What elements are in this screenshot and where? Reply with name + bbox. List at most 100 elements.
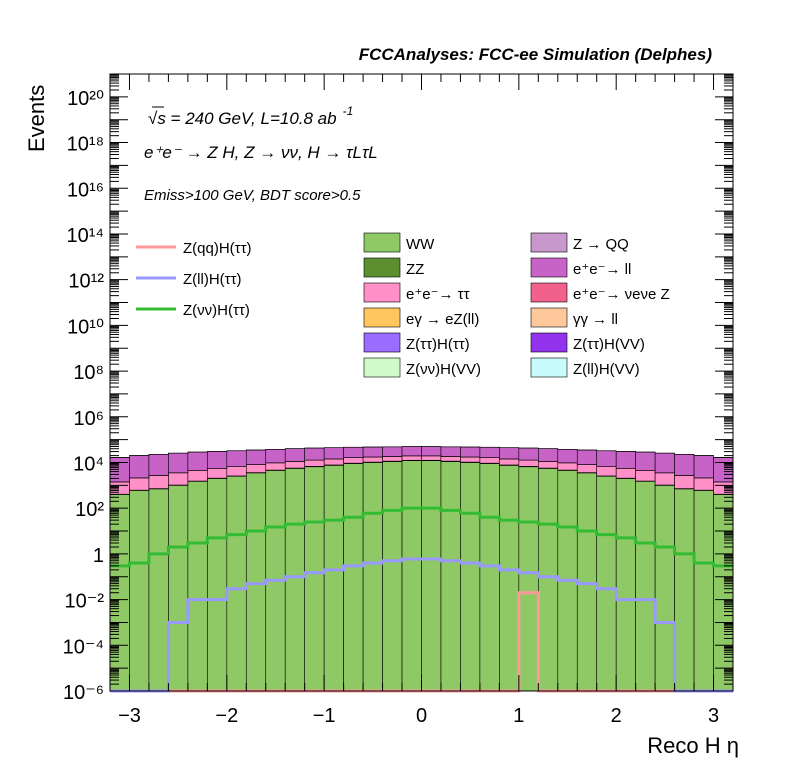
x-tick-label: 3	[708, 705, 719, 727]
stack-bar	[576, 464, 598, 473]
stack-bar	[654, 452, 675, 474]
legend-swatch	[530, 282, 568, 303]
stack-bar	[207, 451, 228, 469]
stack-series-6	[109, 446, 734, 458]
stack-bar	[323, 465, 344, 692]
stack-bar	[635, 470, 656, 482]
x-tick-label: 1	[513, 705, 524, 727]
stack-bar	[538, 461, 559, 469]
stack-bar	[518, 447, 539, 461]
y-tick-label: 10¹⁶	[67, 179, 104, 201]
stack-bar	[674, 488, 695, 692]
stack-bar	[421, 460, 442, 692]
stack-bar	[343, 446, 364, 458]
legend-entry-label: Z(ττ)H(ττ)	[406, 336, 470, 353]
legend-swatch	[363, 332, 401, 353]
stack-bar	[401, 446, 422, 457]
stack-bar	[226, 475, 247, 692]
stack-bar	[440, 456, 461, 462]
stack-bar	[382, 461, 403, 692]
stack-bar	[557, 462, 578, 471]
legend-swatch	[363, 232, 401, 253]
stack-bar	[382, 446, 403, 457]
stack-bar	[168, 472, 189, 486]
stack-bar	[284, 461, 305, 469]
stack-bar	[499, 465, 520, 692]
stack-bar	[148, 475, 169, 489]
stack-bar	[421, 455, 442, 461]
line-series-1	[110, 557, 733, 693]
y-tick-label: 10⁶	[74, 408, 104, 430]
y-tick-label: 10⁴	[73, 453, 104, 475]
stack-bar	[518, 459, 539, 467]
legend-entry-label: e⁺e⁻→ νeνe Z	[573, 286, 670, 303]
legend-swatch	[530, 332, 568, 353]
y-tick-label: 10²	[75, 499, 104, 521]
y-tick-label: 10⁸	[73, 362, 104, 384]
legend-swatch	[530, 257, 568, 278]
stack-bar	[518, 466, 539, 692]
x-tick-label: 0	[416, 705, 427, 727]
stack-series-2	[109, 455, 734, 495]
stack-bar	[479, 463, 500, 692]
line-series-2	[110, 506, 733, 568]
x-tick-label: −2	[215, 705, 238, 727]
stack-bar	[401, 455, 422, 461]
legend-entry-label: ZZ	[406, 261, 424, 278]
stack-bar	[148, 454, 169, 476]
stack-bar	[460, 462, 481, 692]
annotation-sqrt-s: √s = 240 GeV, L=10.8 ab -1	[148, 104, 353, 128]
stack-bar	[187, 451, 208, 471]
stack-histogram	[109, 446, 734, 692]
stack-bar	[129, 477, 150, 491]
stack-bar	[693, 490, 714, 692]
stack-bar	[245, 464, 267, 473]
legend-swatch	[363, 357, 401, 378]
stack-bar	[265, 462, 286, 471]
legend: WW ZZ e⁺e⁻→ ττ eγ → eZ(ll) Z(ττ)H(ττ) Z(νν)H(…	[136, 232, 670, 378]
stack-bar	[207, 468, 228, 479]
x-axis-label: Reco H η	[647, 733, 739, 758]
y-tick-label: 10¹⁸	[67, 134, 104, 156]
y-tick-label: 10⁻²	[65, 591, 105, 613]
stack-bar	[343, 457, 364, 464]
stack-bar	[557, 449, 578, 464]
stack-bar	[615, 478, 636, 692]
y-tick-label: 10⁻⁶	[63, 682, 104, 704]
stack-bar	[499, 458, 520, 466]
stack-bar	[421, 446, 442, 457]
legend-entry-label: Z(ll)H(ττ)	[183, 271, 242, 288]
stack-bar	[168, 452, 189, 474]
stack-series-0	[109, 460, 734, 692]
stack-bar	[362, 462, 383, 692]
legend-entry-label: Z(ll)H(VV)	[573, 361, 640, 378]
axes: −3 −2 −1 0 1 2 3 10⁻⁶ 10⁻⁴ 10⁻² 1 10² 10⁴ 10⁶ 10⁸ 10¹⁰ 1…	[63, 73, 734, 727]
stack-bar	[362, 446, 383, 458]
stack-bar	[304, 466, 325, 692]
stack-bar	[576, 449, 598, 465]
stack-bar	[187, 481, 208, 692]
stack-bar	[615, 468, 636, 479]
legend-entry-label: Z → QQ	[573, 236, 629, 253]
stack-bar	[596, 475, 617, 692]
legend-swatch	[363, 257, 401, 278]
annotation-process: e⁺e⁻ → Z H, Z → νν, H → τLτL	[144, 143, 378, 162]
annotation-block: √s = 240 GeV, L=10.8 ab -1 e⁺e⁻ → Z H, Z …	[144, 104, 378, 204]
y-tick-label: 10⁻⁴	[63, 636, 104, 658]
stack-bar	[187, 470, 208, 482]
stack-bar	[499, 447, 520, 460]
stack-bar	[226, 466, 247, 477]
stack-bar	[440, 461, 461, 692]
stack-bar	[343, 463, 364, 692]
y-tick-label: 10¹⁴	[67, 225, 105, 247]
stack-bar	[207, 478, 228, 692]
legend-entry-label: γγ → ll	[573, 311, 618, 328]
y-tick-label: 1	[93, 545, 104, 567]
stack-bar	[693, 477, 714, 491]
y-tick-label: 10¹⁰	[67, 316, 104, 338]
stack-bar	[382, 456, 403, 462]
stack-bar	[460, 456, 481, 463]
stack-bar	[265, 449, 286, 464]
stack-bar	[168, 485, 189, 692]
